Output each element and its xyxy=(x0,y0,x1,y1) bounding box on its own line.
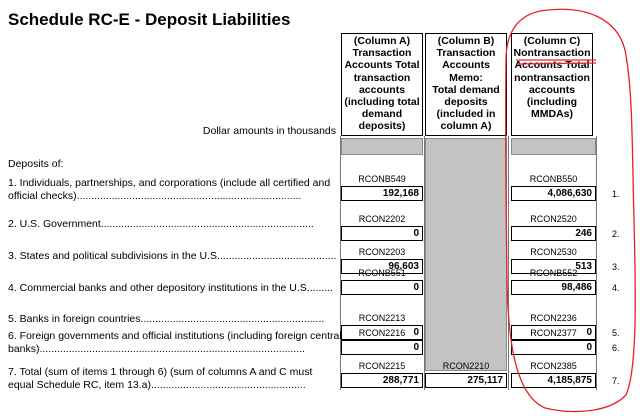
value-a: 192,168 xyxy=(341,186,423,201)
column-a-shade xyxy=(341,138,423,155)
value-c: 0 xyxy=(511,340,596,355)
mdrm-code-a: RCON2202 xyxy=(358,214,406,224)
mdrm-code-c: RCON2377 xyxy=(530,328,577,338)
value-c: 4,185,875 xyxy=(511,373,596,388)
row-label-cont: banks)..................................… xyxy=(8,343,305,355)
grid-line xyxy=(424,136,425,390)
grid-line xyxy=(340,136,341,390)
line-number: 3. xyxy=(612,262,620,272)
grid-line xyxy=(596,136,597,390)
line-number: 5. xyxy=(612,328,620,338)
line-number: 2. xyxy=(612,229,620,239)
mdrm-code-b: RCON2210 xyxy=(442,361,490,371)
line-number: 7. xyxy=(612,376,620,386)
mdrm-code-a: RCON2203 xyxy=(358,247,406,257)
row-label: 1. Individuals, partnerships, and corpor… xyxy=(8,177,331,189)
mdrm-code-c: RCON2236 xyxy=(530,313,577,323)
value-c: 98,486 xyxy=(511,280,596,295)
row-label: 4. Commercial banks and other depository… xyxy=(8,282,334,294)
column-c-header: (Column C) Nontransaction Accounts Total… xyxy=(511,33,593,136)
grid-line xyxy=(508,136,509,390)
line-number: 4. xyxy=(612,283,620,293)
mdrm-code-c: RCON2385 xyxy=(530,361,577,371)
line-number: 6. xyxy=(612,343,620,353)
value-a: 0 xyxy=(341,340,423,355)
row-label: 6. Foreign governments and official inst… xyxy=(8,330,342,342)
row-label: 3. States and political subdivisions in … xyxy=(8,250,337,262)
mdrm-code-a: RCONB549 xyxy=(358,174,406,184)
mdrm-code-c: RCON2520 xyxy=(530,214,577,224)
value-b: 275,117 xyxy=(425,373,507,388)
column-b-header: (Column B) Transaction Accounts Memo: To… xyxy=(425,33,507,136)
mdrm-code-c: RCONB550 xyxy=(529,174,578,184)
units-label: Dollar amounts in thousands xyxy=(202,125,336,137)
row-label-cont: official checks)........................… xyxy=(8,190,302,202)
mdrm-code-c: RCON2530 xyxy=(530,247,577,257)
value-a: 288,771 xyxy=(341,373,423,388)
row-label: 5. Banks in foreign countries...........… xyxy=(8,313,325,325)
value-a: 0 xyxy=(341,280,423,295)
value-c: 4,086,630 xyxy=(511,186,596,201)
column-b-shade xyxy=(425,138,507,371)
value-a: 0 xyxy=(341,226,423,241)
line-number: 1. xyxy=(612,189,620,199)
row-label-cont: equal Schedule RC, item 13.a)...........… xyxy=(8,379,306,391)
mdrm-code-c: RCONB552 xyxy=(529,268,578,278)
page-title: Schedule RC-E - Deposit Liabilities xyxy=(8,10,291,29)
row-label: 2. U.S. Government......................… xyxy=(8,218,314,230)
mdrm-code-a: RCON2213 xyxy=(358,313,406,323)
value-c: 246 xyxy=(511,226,596,241)
mdrm-code-a: RCONB551 xyxy=(358,268,406,278)
mdrm-code-a: RCON2216 xyxy=(358,328,406,338)
value-a: 0 xyxy=(341,325,423,340)
column-a-header: (Column A) Transaction Accounts Total tr… xyxy=(341,33,423,136)
mdrm-code-a: RCON2215 xyxy=(358,361,406,371)
value-a: 96,603 xyxy=(341,259,423,274)
section-heading: Deposits of: xyxy=(8,158,64,170)
column-c-shade xyxy=(511,138,596,155)
row-label: 7. Total (sum of items 1 through 6) (sum… xyxy=(8,366,313,378)
